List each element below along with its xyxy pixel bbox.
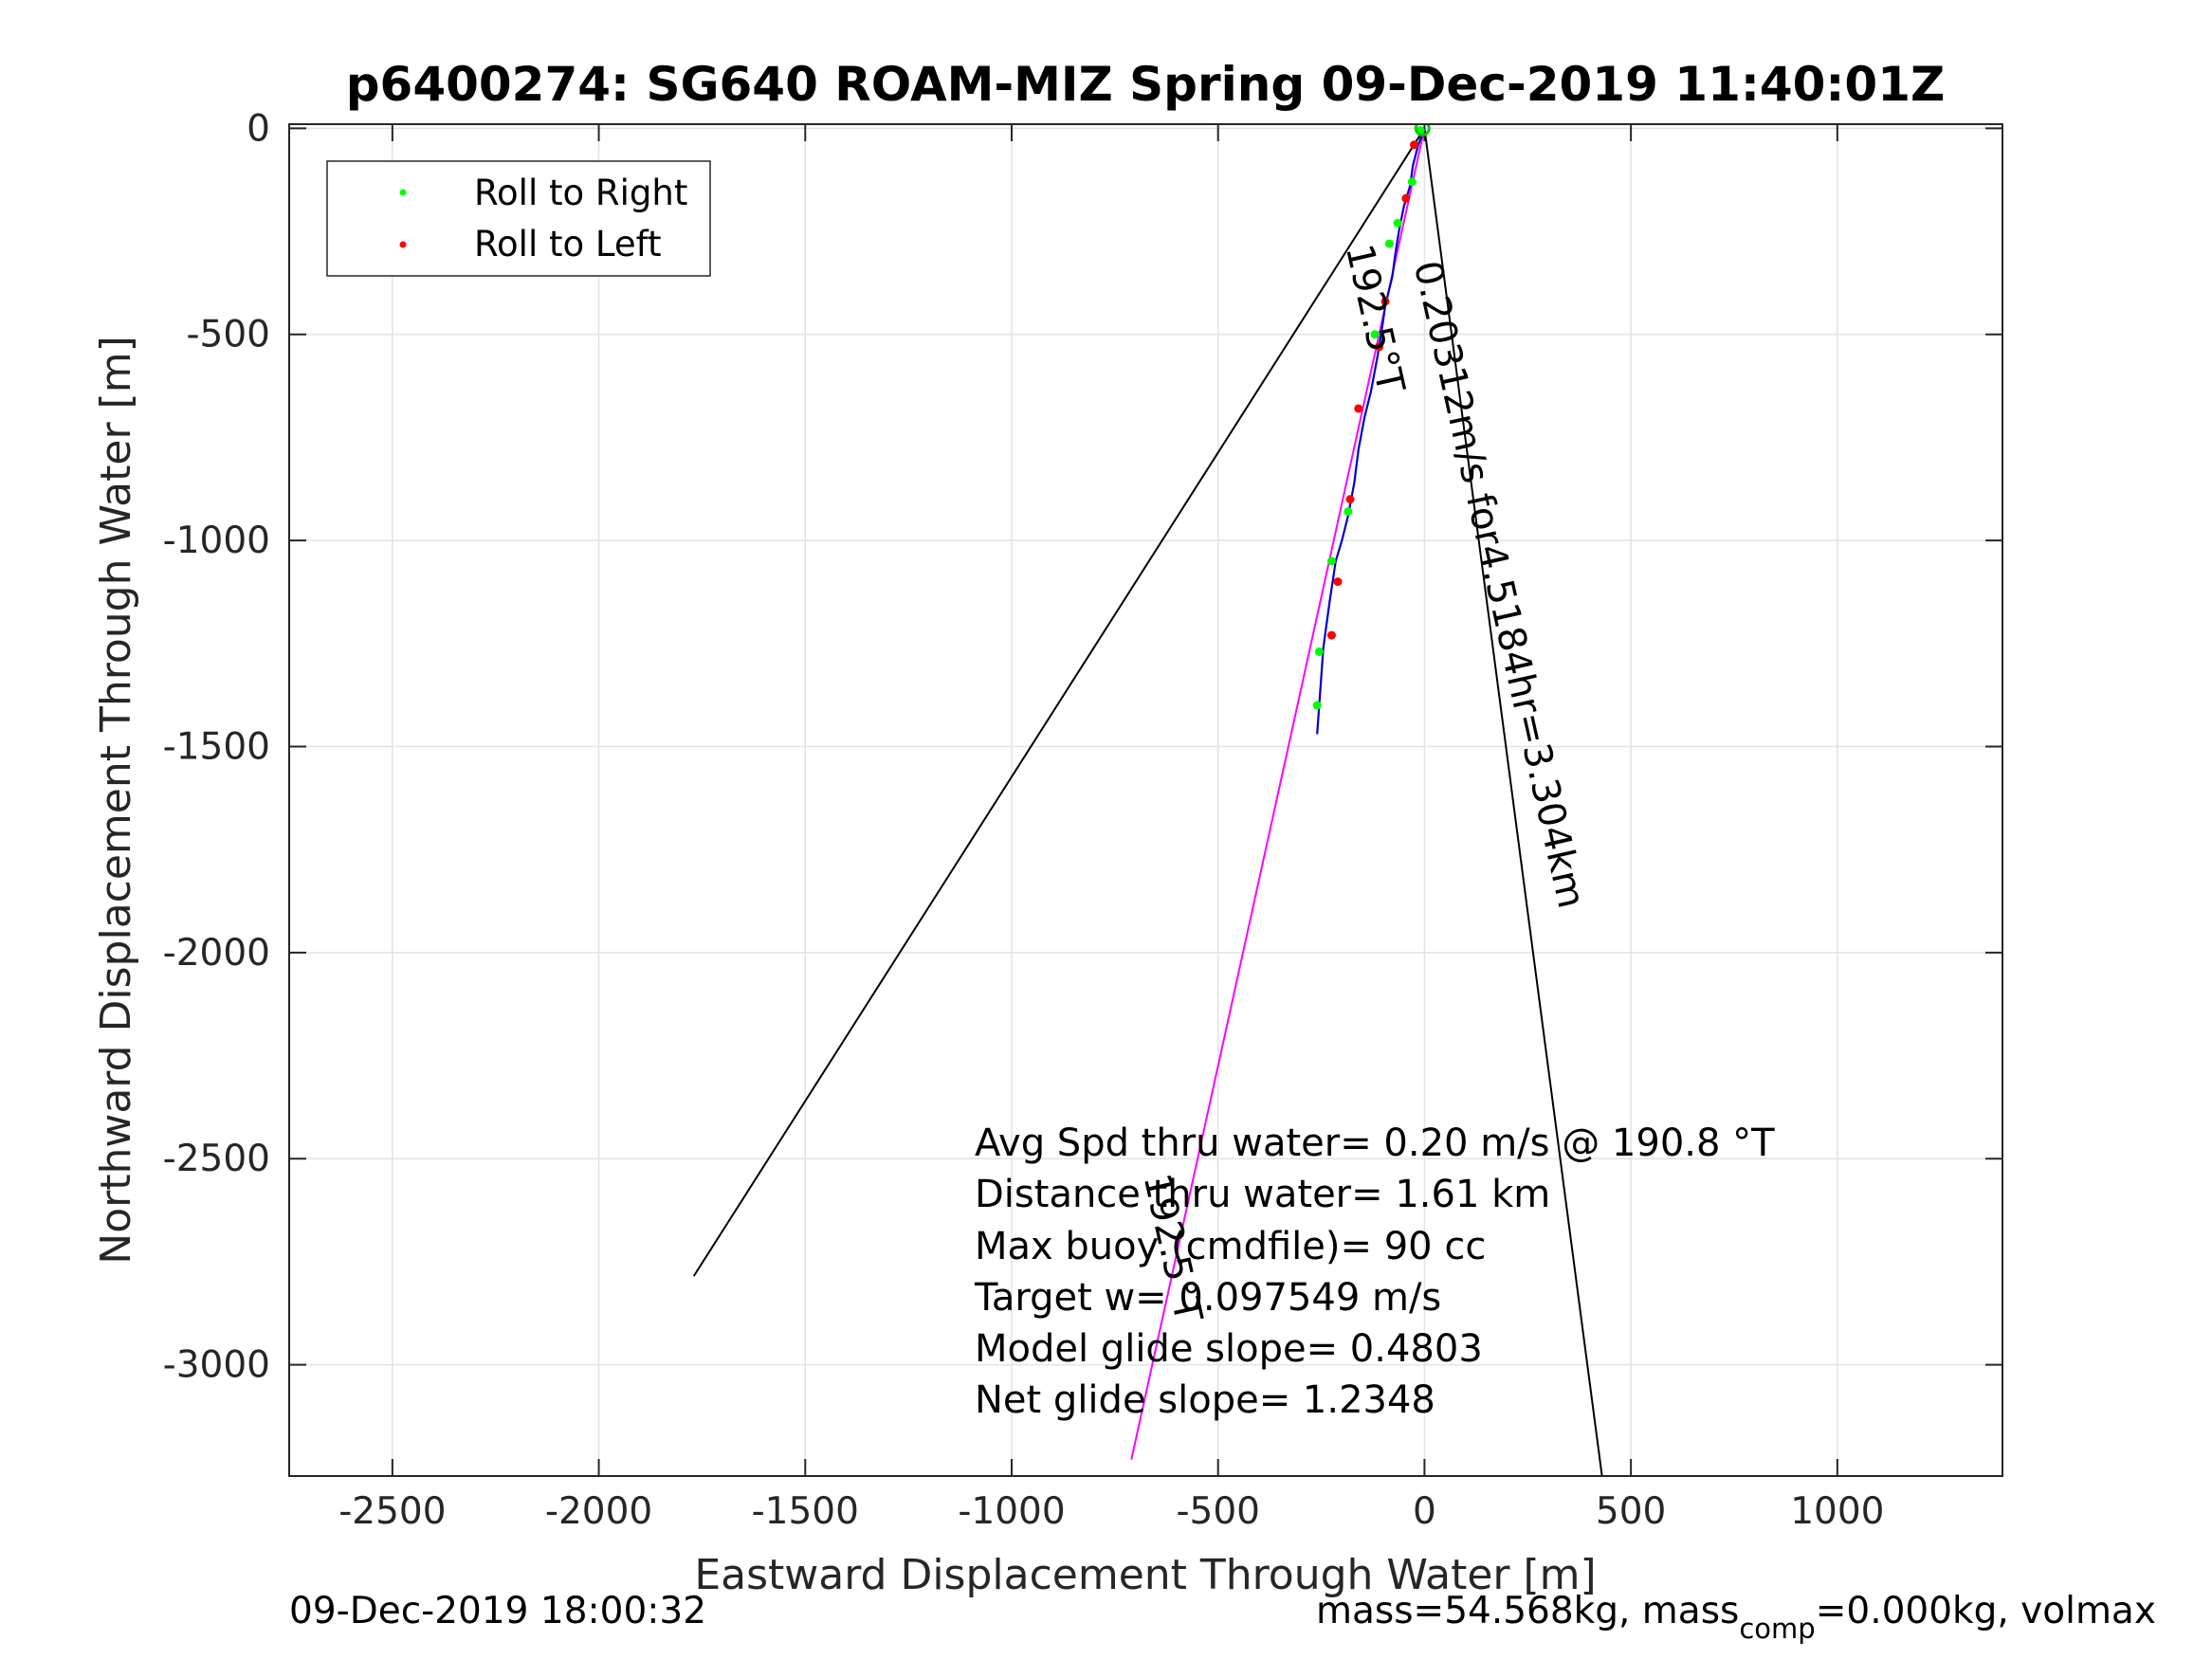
legend-marker-roll-right (399, 189, 407, 196)
cone-left-line (692, 127, 1426, 1277)
stat-target-w: Target w= 0.097549 m/s (974, 1276, 1441, 1320)
footer-mass-part1: mass=54.568kg, mass (1316, 1590, 1739, 1632)
stat-net-glide: Net glide slope= 1.2348 (975, 1378, 1435, 1422)
roll-left-points-marker (1401, 193, 1411, 203)
stat-model-glide: Model glide slope= 0.4803 (975, 1327, 1483, 1371)
x-tick-label: -1500 (752, 1490, 859, 1533)
roll-right-points-marker (1370, 330, 1380, 339)
cone-right-line (1423, 128, 1603, 1476)
y-tick-label: -3000 (163, 1344, 270, 1387)
chart-title: p6400274: SG640 ROAM-MIZ Spring 09-Dec-2… (346, 57, 1946, 112)
x-tick-label: 0 (1413, 1490, 1436, 1533)
roll-left-points-marker (1354, 404, 1363, 413)
x-ticks: -2500 -2000 -1500 -1000 -500 0 500 1000 (338, 124, 1884, 1533)
roll-left-points-marker (1345, 495, 1355, 504)
x-axis-label: Eastward Displacement Through Water [m] (694, 1551, 1596, 1599)
stat-max-buoy: Max buoy (cmdfile)= 90 cc (975, 1225, 1486, 1268)
start-marker (1414, 124, 1431, 137)
plot-frame (288, 123, 2003, 1477)
legend-box (326, 160, 711, 277)
annotations: 0.20312m/s for4.5184hr=3.304km 192.5°T 1… (974, 241, 1775, 1422)
roll-right-points-marker (1393, 218, 1402, 228)
y-tick-label: -500 (186, 314, 270, 356)
y-tick-label: -1000 (163, 520, 270, 562)
roll-left-points-marker (1410, 140, 1419, 150)
roll-left-points-marker (1333, 577, 1343, 587)
grid (289, 124, 2002, 1476)
x-tick-label: -1000 (958, 1490, 1065, 1533)
x-tick-label: 500 (1596, 1490, 1666, 1533)
roll-right-points-marker (1326, 556, 1336, 566)
y-tick-label: 0 (247, 107, 270, 150)
y-axis-label: Northward Displacement Through Water [m] (92, 336, 140, 1264)
roll-left-points-marker (1326, 630, 1336, 640)
roll-left-points-marker (1375, 342, 1384, 352)
y-tick-label: -1500 (163, 725, 270, 768)
projected-track-line (1130, 128, 1426, 1460)
heading-annotation-top: 192.5°T (1337, 241, 1413, 398)
y-ticks: 0 -500 -1000 -1500 -2000 -2500 -3000 (163, 107, 2002, 1387)
stat-distance: Distance thru water= 1.61 km (975, 1173, 1550, 1216)
legend-marker-roll-left (399, 241, 407, 248)
y-tick-label: -2000 (163, 932, 270, 975)
footer-mass-part2: =0.000kg, volmax (1816, 1590, 2156, 1632)
glider-track-line (1316, 127, 1426, 735)
roll-right-points-marker (1384, 239, 1394, 248)
current-annotation: 0.20312m/s for4.5184hr=3.304km (1405, 257, 1593, 912)
roll-right-points-marker (1314, 647, 1324, 656)
y-tick-label: -2500 (163, 1138, 270, 1180)
roll-left-points-marker (1380, 297, 1390, 306)
x-tick-label: -2000 (545, 1490, 652, 1533)
legend: Roll to Right Roll to Left (326, 160, 711, 277)
footer-timestamp: 09-Dec-2019 18:00:32 (289, 1590, 706, 1632)
series (692, 124, 1603, 1476)
roll-right-points-marker (1344, 507, 1353, 517)
footer-mass-subscript: comp (1739, 1613, 1815, 1645)
roll-right-points-marker (1407, 177, 1417, 187)
legend-label-roll-left: Roll to Left (474, 224, 662, 264)
stat-avg-speed: Avg Spd thru water= 0.20 m/s @ 190.8 °T (975, 1121, 1775, 1165)
x-tick-label: 1000 (1790, 1490, 1884, 1533)
footer-mass-info: mass=54.568kg, masscomp=0.000kg, volmax (1316, 1590, 2156, 1645)
x-tick-label: -500 (1176, 1490, 1260, 1533)
legend-label-roll-right: Roll to Right (474, 173, 687, 213)
x-tick-label: -2500 (338, 1490, 446, 1533)
roll-right-points-marker (1312, 701, 1322, 710)
